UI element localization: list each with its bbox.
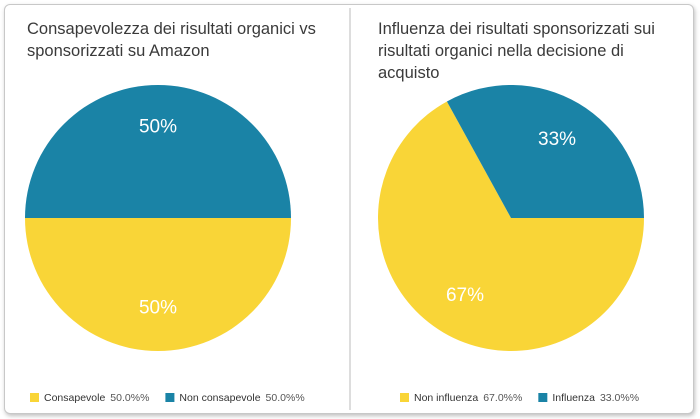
legend-value: 50.0%% — [266, 392, 305, 404]
legend-swatch — [538, 393, 548, 402]
legend-label: Consapevole — [44, 392, 105, 404]
legend-label: Influenza — [552, 392, 595, 404]
chart-title: Influenza dei risultati sponsorizzati su… — [378, 20, 655, 82]
legend-swatch — [400, 393, 409, 402]
legend-label: Non consapevole — [179, 392, 260, 404]
legend-value: 33.0%% — [600, 392, 639, 404]
slice-label: 33% — [538, 129, 576, 150]
slice-label: 50% — [139, 117, 177, 138]
slice-label: 50% — [139, 297, 177, 318]
legend-value: 67.0%% — [483, 392, 522, 404]
slice-label: 67% — [446, 285, 484, 306]
chart-title: Consapevolezza dei risultati organici vs… — [27, 20, 316, 60]
pie-slice — [446, 84, 644, 219]
pie-slice — [378, 101, 644, 352]
legend-swatch — [30, 393, 39, 402]
legend-value: 50.0%% — [110, 392, 149, 404]
legend-label: Non influenza — [414, 392, 478, 404]
pie-slice — [25, 85, 291, 218]
legend-swatch — [165, 393, 175, 402]
pie-slice — [25, 218, 291, 351]
